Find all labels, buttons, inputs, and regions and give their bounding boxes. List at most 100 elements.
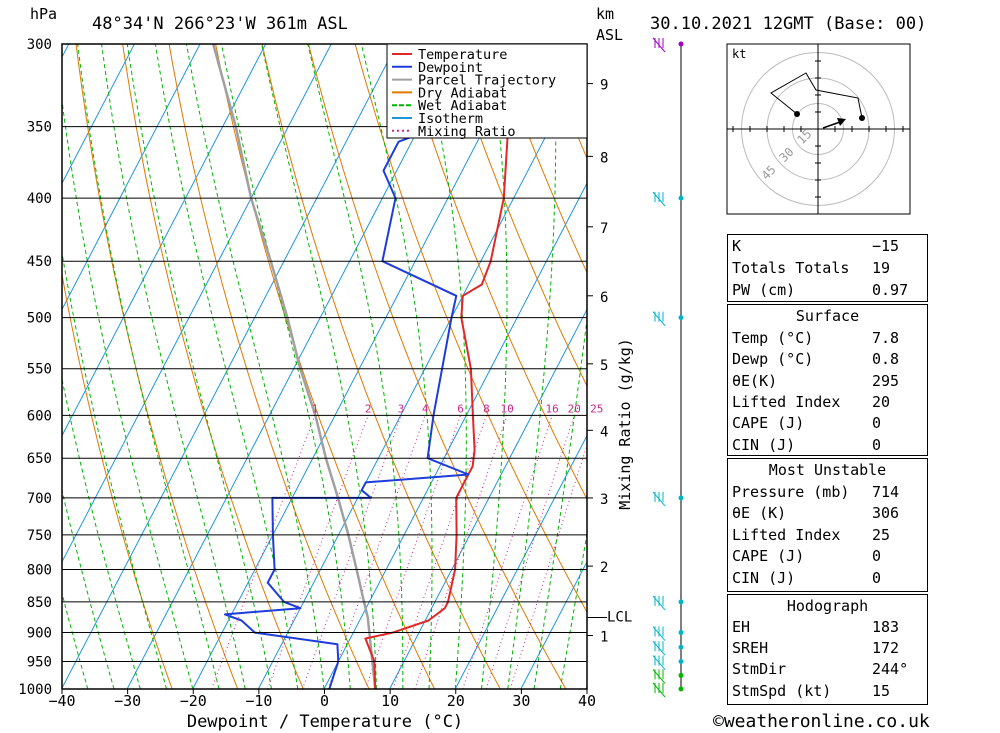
wet-adiabat-line xyxy=(360,44,433,689)
mixing-ratio-label: 10 xyxy=(501,402,514,415)
eh-label: EH xyxy=(732,618,751,636)
wind-level-dot xyxy=(678,599,684,605)
pressure-tick-label: 700 xyxy=(27,491,52,507)
wet-adiabat-line xyxy=(481,44,508,689)
isotherm-line xyxy=(0,44,3,689)
legend-label: Parcel Trajectory xyxy=(418,73,556,89)
pressure-tick-label: 350 xyxy=(27,120,52,136)
height-km-label: 2 xyxy=(600,560,608,576)
pw-label: PW (cm) xyxy=(732,281,796,299)
eh-value: 183 xyxy=(872,618,900,636)
hodograph-title: Hodograph xyxy=(786,597,869,615)
dry-adiabat-line xyxy=(949,26,1000,689)
pressure-tick-label: 800 xyxy=(27,562,52,578)
dry-adiabat-line xyxy=(354,44,587,614)
wind-barb xyxy=(652,37,666,53)
mixing-ratio-line xyxy=(392,415,487,689)
mixing-ratio-label: 20 xyxy=(568,402,581,415)
most-unstable-panel: Most Unstable Pressure (mb) 714 θE (K) 306… xyxy=(727,458,928,592)
pressure-tick-label: 550 xyxy=(27,362,52,378)
mixing-ratio-label: 1 xyxy=(312,402,319,415)
surface-lifted-index-value: 20 xyxy=(872,393,891,411)
mu-lifted-index-value: 25 xyxy=(872,526,891,544)
pw-value: 0.97 xyxy=(872,281,909,299)
wind-barb xyxy=(652,669,666,684)
dry-adiabat-line xyxy=(122,44,304,689)
mu-cape-value: 0 xyxy=(872,547,882,565)
wet-adiabat-line xyxy=(62,250,167,689)
wind-level-dot xyxy=(678,630,684,636)
x-tick-label: −30 xyxy=(114,692,141,710)
dry-adiabat-line xyxy=(308,44,567,689)
mu-pressure-value: 714 xyxy=(872,483,900,501)
pressure-tick-label: 750 xyxy=(27,528,52,544)
wind-level-dot xyxy=(678,41,684,47)
wet-adiabat-line xyxy=(62,376,141,689)
mixing-ratio-label: 2 xyxy=(365,402,372,415)
legend-box xyxy=(386,43,588,139)
parcel-trajectory-line xyxy=(211,44,377,689)
isotherm-line xyxy=(62,44,267,437)
dewpoint-line xyxy=(224,44,490,689)
isotherm-line xyxy=(323,182,587,689)
surface-title: Surface xyxy=(795,307,860,325)
wind-barb xyxy=(652,626,666,641)
most-unstable-title: Most Unstable xyxy=(768,461,887,479)
x-tick-label: −20 xyxy=(180,692,207,710)
wind-barb xyxy=(652,311,666,326)
x-tick-label: −40 xyxy=(48,692,75,710)
isotherm-line xyxy=(62,44,398,689)
dry-adiabat-line xyxy=(168,44,370,689)
mixing-ratio-line xyxy=(462,415,553,689)
x-tick-label: 30 xyxy=(512,692,530,710)
mixing-ratio-label: 8 xyxy=(483,402,490,415)
wind-level-dot xyxy=(678,686,684,692)
isotherm-line xyxy=(454,434,587,689)
x-tick-label: 10 xyxy=(381,692,399,710)
stmdir-label: StmDir xyxy=(732,660,787,678)
surface-lifted-index-label: Lifted Index xyxy=(732,393,841,411)
pressure-tick-label: 300 xyxy=(27,37,52,53)
pressure-tick-label: 600 xyxy=(27,408,52,424)
height-km-label: 5 xyxy=(600,358,608,374)
pressure-tick-label: 400 xyxy=(27,191,52,207)
height-km-label: 3 xyxy=(600,492,608,508)
mixing-ratio-axis-title: Mixing Ratio (g/kg) xyxy=(616,338,634,510)
pressure-tick-label: 950 xyxy=(27,655,52,671)
wet-adiabat-line xyxy=(62,591,89,689)
wind-barb xyxy=(652,491,666,507)
hpa-unit-label: hPa xyxy=(30,5,57,23)
wind-barb xyxy=(652,640,666,656)
dry-adiabat-line xyxy=(447,44,587,388)
wind-profile xyxy=(652,37,684,698)
mu-pressure-label: Pressure (mb) xyxy=(732,483,850,501)
wind-barb xyxy=(652,595,666,611)
surface-temp-label: Temp (°C) xyxy=(732,329,814,347)
isotherm-line xyxy=(192,44,529,689)
stmdir-value: 244° xyxy=(872,660,909,678)
pressure-tick-label: 850 xyxy=(27,595,52,611)
surface-cin-label: CIN (J) xyxy=(732,436,796,454)
datetime-title: 30.10.2021 12GMT (Base: 00) xyxy=(650,14,926,34)
mu-lifted-index-label: Lifted Index xyxy=(732,526,841,544)
wet-adiabat-line xyxy=(507,44,557,689)
surface-temp-value: 7.8 xyxy=(872,329,900,347)
surface-theta-e-label: θE(K) xyxy=(732,372,778,390)
wind-level-dot xyxy=(678,195,684,201)
legend-label: Dry Adiabat xyxy=(418,85,507,101)
dry-adiabat-line xyxy=(75,44,239,689)
totals-totals-value: 19 xyxy=(872,259,891,277)
stmspd-label: StmSpd (kt) xyxy=(732,682,832,700)
mu-cin-value: 0 xyxy=(872,569,882,587)
k-index-label: K xyxy=(732,237,742,255)
surface-dewp-label: Dewp (°C) xyxy=(732,350,814,368)
wind-level-dot xyxy=(678,644,684,650)
surface-dewp-value: 0.8 xyxy=(872,350,900,368)
legend-label: Temperature xyxy=(418,47,507,63)
hodograph-end-dot xyxy=(859,115,865,121)
height-km-label: 6 xyxy=(600,290,608,306)
wind-level-dot xyxy=(678,672,684,678)
wet-adiabat-line xyxy=(126,44,272,689)
wind-level-dot xyxy=(678,315,684,321)
mu-cape-label: CAPE (J) xyxy=(732,547,805,565)
